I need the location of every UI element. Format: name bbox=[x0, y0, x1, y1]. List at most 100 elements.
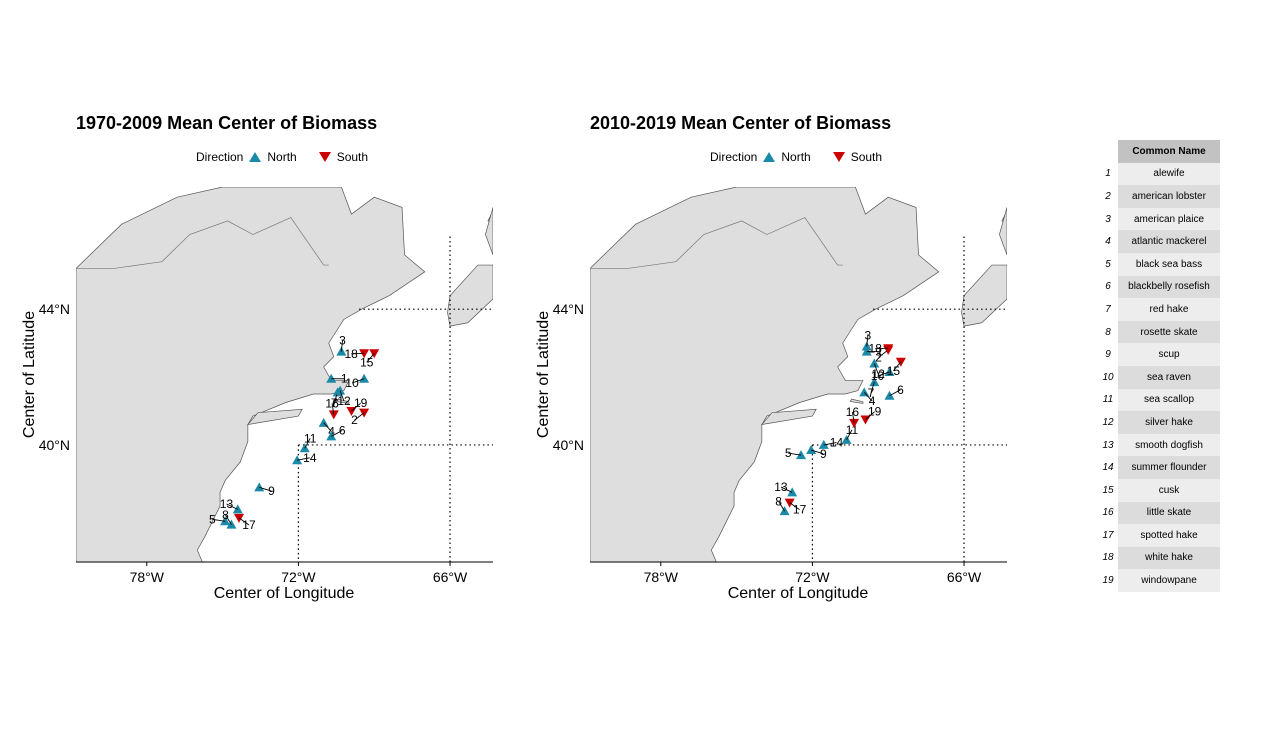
point-label: 2 bbox=[875, 350, 882, 364]
row-number: 14 bbox=[1102, 462, 1114, 474]
direction-legend: Direction North South bbox=[710, 150, 882, 164]
point-label: 9 bbox=[820, 447, 827, 461]
y-tick-label: 44°N bbox=[39, 301, 70, 317]
south-triangle-icon bbox=[832, 152, 845, 162]
point-label: 8 bbox=[222, 508, 229, 522]
row-number: 10 bbox=[1102, 371, 1114, 383]
point-label: 9 bbox=[268, 484, 275, 498]
row-number: 18 bbox=[1102, 552, 1114, 564]
species-point-14 bbox=[292, 455, 303, 465]
label-leader-line bbox=[780, 486, 793, 493]
label-leader-line bbox=[863, 392, 873, 402]
label-leader-line bbox=[851, 411, 855, 423]
mainland-land bbox=[590, 187, 940, 562]
south-triangle-icon bbox=[318, 152, 331, 162]
species-name: spotted hake bbox=[1118, 524, 1220, 547]
label-leader-line bbox=[331, 430, 343, 437]
legend-south-label: South bbox=[336, 150, 369, 164]
label-leader-line bbox=[304, 438, 311, 449]
row-number: 1 bbox=[1105, 168, 1111, 180]
north-triangle-icon bbox=[249, 152, 262, 162]
species-name: cusk bbox=[1118, 478, 1220, 502]
label-leader-line bbox=[366, 353, 375, 363]
table-row: 6 blackbelly rosefish bbox=[1098, 275, 1220, 299]
legend-title: Direction bbox=[196, 150, 244, 164]
label-leader-line bbox=[789, 502, 800, 511]
point-label: 11 bbox=[846, 423, 859, 437]
direction-legend: Direction North South bbox=[196, 150, 368, 164]
x-tick-label: 78°W bbox=[644, 569, 679, 585]
species-table: Common Name 1 alewife 2 american lobster 3 am… bbox=[1098, 140, 1220, 592]
row-number: 5 bbox=[1105, 258, 1111, 270]
point-label: 10 bbox=[871, 369, 885, 383]
nova-scotia-land bbox=[447, 264, 493, 327]
label-leader-line bbox=[351, 378, 365, 384]
point-label: 12 bbox=[872, 367, 886, 381]
point-label: 12 bbox=[337, 394, 351, 408]
point-label: 6 bbox=[339, 424, 346, 438]
island-land bbox=[999, 207, 1007, 255]
point-label: 15 bbox=[360, 355, 374, 369]
label-leader-line bbox=[238, 517, 250, 526]
table-row: 11 sea scallop bbox=[1098, 388, 1220, 412]
label-leader-line bbox=[212, 518, 226, 522]
species-point-12 bbox=[869, 358, 880, 368]
label-leader-line bbox=[259, 486, 272, 492]
label-leader-line bbox=[323, 422, 332, 432]
table-row: 3 american plaice bbox=[1098, 207, 1220, 231]
species-point-9 bbox=[254, 482, 265, 492]
island-land bbox=[485, 207, 493, 255]
legend-north-label: North bbox=[267, 150, 297, 164]
label-leader-line bbox=[354, 412, 365, 421]
y-axis-label: Center of Latitude bbox=[21, 311, 38, 438]
point-label: 5 bbox=[785, 446, 792, 460]
point-label: 18 bbox=[344, 347, 358, 361]
species-point-4 bbox=[318, 417, 329, 427]
point-label: 11 bbox=[304, 431, 317, 445]
point-label: 16 bbox=[325, 396, 339, 410]
label-leader-line bbox=[870, 381, 875, 393]
species-point-1 bbox=[326, 373, 337, 383]
species-name: atlantic mackerel bbox=[1118, 230, 1220, 253]
point-label: 2 bbox=[351, 413, 358, 427]
table-row: 17 spotted hake bbox=[1098, 524, 1220, 547]
species-point-16 bbox=[328, 410, 339, 420]
species-name: black sea bass bbox=[1118, 252, 1220, 276]
species-point-4 bbox=[859, 387, 870, 397]
legend-south-label: South bbox=[850, 150, 883, 164]
label-leader-line bbox=[823, 442, 837, 446]
x-tick-label: 72°W bbox=[281, 569, 316, 585]
species-name: red hake bbox=[1118, 298, 1220, 321]
row-number: 19 bbox=[1102, 575, 1114, 587]
point-label: 7 bbox=[331, 396, 338, 410]
legend-north-label: North bbox=[781, 150, 811, 164]
table-row: 18 white hake bbox=[1098, 546, 1220, 570]
species-point-10 bbox=[884, 366, 895, 376]
panel-title: 1970-2009 Mean Center of Biomass bbox=[76, 113, 378, 133]
species-point-16 bbox=[849, 418, 860, 428]
point-label: 13 bbox=[774, 480, 788, 494]
point-label: 1 bbox=[876, 345, 883, 359]
label-leader-line bbox=[331, 403, 335, 415]
y-axis-label: Center of Latitude bbox=[535, 311, 552, 438]
label-leader-line bbox=[877, 371, 890, 377]
point-label: 7 bbox=[868, 386, 875, 400]
label-leader-line bbox=[297, 457, 310, 461]
label-leader-line bbox=[340, 340, 343, 352]
label-leader-line bbox=[893, 361, 902, 372]
x-axis-label: Center of Longitude bbox=[214, 585, 355, 602]
y-tick-label: 44°N bbox=[553, 301, 584, 317]
table-row: 1 alewife bbox=[1098, 162, 1220, 186]
island-land bbox=[335, 398, 350, 404]
label-leader-line bbox=[878, 349, 889, 358]
boundary-line bbox=[76, 217, 329, 269]
row-number: 3 bbox=[1105, 213, 1111, 225]
species-name: sea raven bbox=[1118, 365, 1220, 389]
row-number: 4 bbox=[1105, 236, 1111, 248]
boundary-line bbox=[590, 217, 843, 269]
long-island-land bbox=[246, 408, 303, 426]
table-row: 13 smooth dogfish bbox=[1098, 433, 1220, 457]
row-number: 13 bbox=[1102, 439, 1114, 451]
table-row: 19 windowpane bbox=[1098, 569, 1220, 592]
row-number: 11 bbox=[1102, 394, 1114, 406]
